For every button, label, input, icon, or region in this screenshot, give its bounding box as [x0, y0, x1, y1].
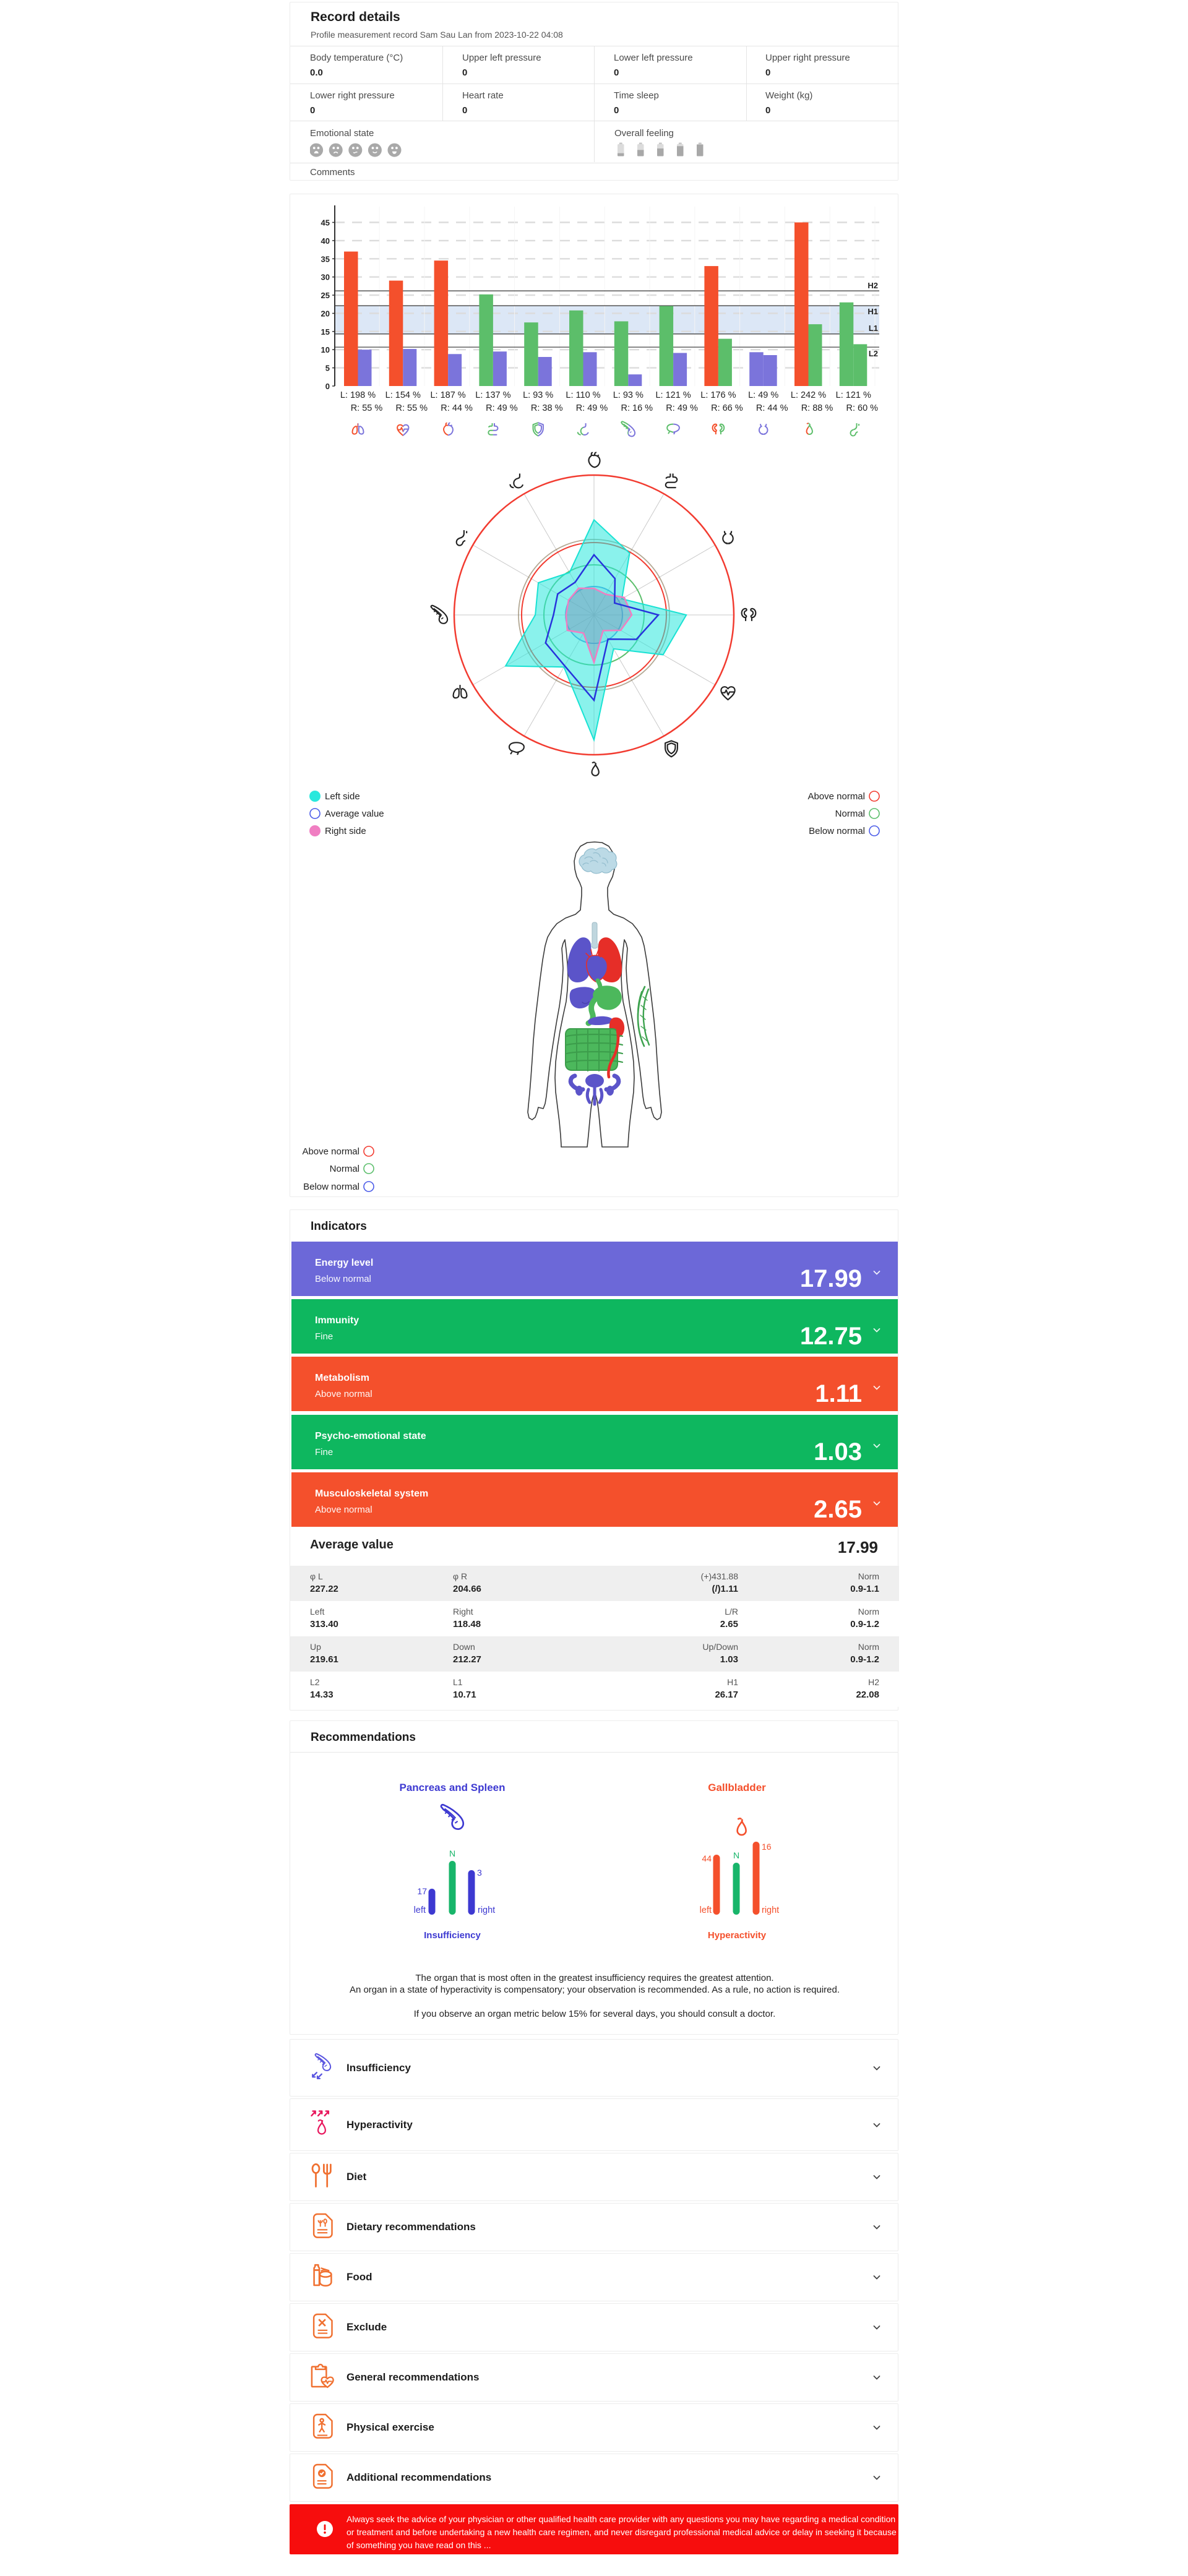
svg-text:right: right	[478, 1905, 495, 1915]
svg-text:H2: H2	[867, 281, 878, 290]
svg-text:If you observe an organ metric: If you observe an organ metric below 15%…	[414, 2009, 776, 2019]
svg-text:N: N	[733, 1850, 739, 1860]
svg-text:right: right	[762, 1905, 779, 1915]
svg-text:R: 60 %: R: 60 %	[846, 403, 879, 413]
svg-text:Below normal: Below normal	[809, 826, 865, 836]
svg-text:L2: L2	[869, 349, 878, 358]
svg-text:R: 16 %: R: 16 %	[621, 403, 653, 413]
svg-text:Insufficiency: Insufficiency	[424, 1930, 481, 1941]
svg-text:L: 242 %: L: 242 %	[791, 390, 826, 400]
svg-text:20: 20	[321, 309, 330, 319]
svg-text:An organ in a state of hyperac: An organ in a state of hyperactivity is …	[350, 1985, 840, 1995]
svg-text:R: 38 %: R: 38 %	[531, 403, 563, 413]
svg-text:Gallbladder: Gallbladder	[708, 1782, 766, 1793]
svg-text:L: 176 %: L: 176 %	[700, 390, 736, 400]
svg-text:45: 45	[321, 218, 330, 228]
svg-text:R: 88 %: R: 88 %	[801, 403, 833, 413]
svg-text:Left side: Left side	[325, 791, 360, 802]
svg-text:L: 187 %: L: 187 %	[430, 390, 465, 400]
svg-text:L: 121 %: L: 121 %	[655, 390, 691, 400]
svg-text:Pancreas and Spleen: Pancreas and Spleen	[399, 1782, 505, 1793]
svg-text:R: 44 %: R: 44 %	[441, 403, 473, 413]
svg-text:Above normal: Above normal	[302, 1146, 359, 1157]
svg-text:16: 16	[762, 1842, 772, 1852]
svg-text:R: 49 %: R: 49 %	[576, 403, 608, 413]
svg-text:Hyperactivity: Hyperactivity	[708, 1930, 767, 1941]
svg-text:R: 55 %: R: 55 %	[396, 403, 428, 413]
svg-text:40: 40	[321, 236, 330, 246]
svg-text:L: 154 %: L: 154 %	[385, 390, 421, 400]
svg-text:17: 17	[417, 1886, 427, 1896]
svg-text:Average value: Average value	[325, 809, 384, 819]
svg-text:L: 93 %: L: 93 %	[613, 390, 644, 400]
svg-text:left: left	[414, 1905, 426, 1915]
svg-text:R: 49 %: R: 49 %	[666, 403, 698, 413]
svg-text:44: 44	[702, 1853, 712, 1863]
svg-text:L: 110 %: L: 110 %	[566, 390, 600, 400]
svg-text:Right side: Right side	[325, 826, 366, 836]
svg-text:15: 15	[321, 327, 330, 337]
svg-text:L: 49 %: L: 49 %	[748, 390, 778, 400]
svg-text:Normal: Normal	[835, 809, 865, 819]
svg-text:5: 5	[325, 364, 330, 373]
svg-text:R: 49 %: R: 49 %	[486, 403, 518, 413]
svg-text:25: 25	[321, 291, 330, 300]
svg-text:Normal: Normal	[330, 1164, 359, 1174]
svg-text:R: 55 %: R: 55 %	[351, 403, 383, 413]
svg-text:N: N	[449, 1848, 455, 1858]
svg-text:0: 0	[325, 382, 330, 391]
svg-text:R: 66 %: R: 66 %	[711, 403, 743, 413]
svg-text:R: 44 %: R: 44 %	[756, 403, 788, 413]
svg-text:30: 30	[321, 273, 330, 282]
svg-text:H1: H1	[867, 307, 878, 316]
svg-text:35: 35	[321, 254, 330, 264]
svg-text:Below normal: Below normal	[303, 1182, 359, 1192]
svg-text:L: 121 %: L: 121 %	[836, 390, 871, 400]
svg-text:left: left	[700, 1905, 712, 1915]
svg-text:10: 10	[321, 345, 330, 354]
svg-text:3: 3	[477, 1868, 482, 1878]
svg-text:Above normal: Above normal	[807, 791, 865, 802]
svg-text:The organ that is most often i: The organ that is most often in the grea…	[415, 1973, 773, 1983]
svg-text:L: 198 %: L: 198 %	[340, 390, 376, 400]
svg-text:L: 137 %: L: 137 %	[475, 390, 510, 400]
svg-text:L1: L1	[869, 324, 878, 333]
svg-text:L: 93 %: L: 93 %	[523, 390, 553, 400]
